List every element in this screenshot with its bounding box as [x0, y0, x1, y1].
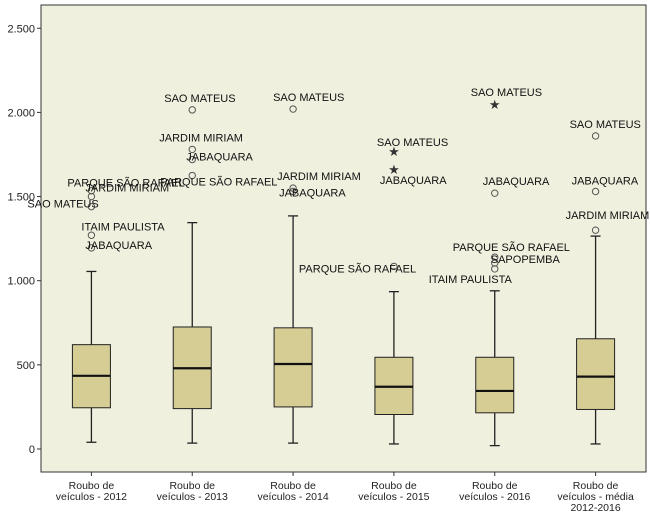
y-tick-label: 0 [29, 444, 35, 456]
outlier-marker [390, 262, 398, 271]
outlier-marker [87, 186, 96, 195]
outlier-label: JABAQUARA [85, 240, 152, 252]
outlier-extreme-marker: ★ [388, 163, 400, 178]
outlier-label: SAO MATEUS [164, 93, 235, 105]
outlier-label: SAO MATEUS [471, 87, 542, 99]
outlier-label: SAO MATEUS [273, 92, 344, 104]
outlier-marker [188, 106, 196, 114]
x-tick-label: Roubo de [169, 480, 215, 492]
box-iqr [576, 338, 616, 410]
outlier-extreme-marker: ★ [489, 98, 501, 113]
x-tick-label: Roubo de [69, 480, 115, 492]
box-2 [273, 215, 313, 444]
outlier-label: JARDIM MIRIAM [159, 132, 243, 144]
outlier-label: JARDIM MIRIAM [85, 183, 169, 195]
outlier-label: JABAQUARA [279, 188, 346, 200]
outlier-marker [289, 105, 297, 113]
box-0 [71, 270, 111, 443]
outlier-marker [87, 244, 96, 252]
x-tick-label: Roubo de [472, 480, 518, 492]
y-axis: 0 500 1.000 1.500 2.000 2.500 [7, 23, 41, 456]
x-tick-label: veículos - 2014 [257, 491, 328, 503]
x-tick-label: Roubo de [371, 480, 417, 492]
outlier-marker [188, 145, 196, 154]
box-4 [475, 290, 515, 447]
x-tick-label: veículos - 2012 [56, 491, 127, 503]
outlier-label: ITAIM PAULISTA [81, 221, 165, 233]
outlier-label: ITAIM PAULISTA [429, 274, 513, 286]
x-tick-label: 2012-2016 [570, 502, 620, 514]
x-tick-label: veículos - 2016 [459, 491, 530, 503]
outlier-label: PARQUE SÃO RAFAEL [299, 262, 416, 275]
box-iqr [475, 356, 515, 414]
outlier-marker [491, 189, 499, 197]
outlier-marker [491, 253, 499, 261]
x-tick-label: Roubo de [270, 480, 316, 492]
box-3 [374, 290, 414, 445]
outlier-label: JABAQUARA [483, 176, 550, 188]
outlier-marker [188, 171, 196, 180]
outlier-marker [491, 259, 499, 267]
outlier-label: SAO MATEUS [27, 199, 98, 211]
outlier-label: JABAQUARA [186, 152, 253, 164]
outlier-marker [188, 155, 196, 164]
outlier-marker [289, 184, 297, 192]
x-tick-label: veículos - 2015 [358, 491, 429, 503]
y-tick-label: 2.500 [7, 23, 35, 35]
x-tick-label: veículos - média [557, 491, 634, 503]
outlier-label: PARQUE SÃO RAFAEL [67, 177, 184, 190]
box-iqr [273, 327, 313, 408]
outlier-marker [87, 202, 96, 211]
outlier-marker [289, 187, 297, 196]
plot-area [40, 4, 647, 473]
box-1 [172, 221, 212, 444]
x-tick-label: veículos - 2013 [157, 491, 228, 503]
outlier-marker [591, 187, 600, 196]
outlier-marker [87, 231, 96, 239]
box-5 [576, 235, 616, 445]
outlier-label: SAPOPEMBA [491, 254, 561, 266]
outlier-label: JABAQUARA [380, 175, 447, 187]
outlier-marker [591, 226, 600, 234]
outlier-marker [87, 192, 96, 201]
outlier-label: SAO MATEUS [377, 137, 448, 149]
outlier-label: PARQUE SÃO RAFAEL [160, 176, 277, 189]
x-tick-label: Roubo de [573, 480, 619, 492]
y-tick-label: 1.500 [7, 192, 35, 204]
y-tick-label: 1.000 [7, 276, 35, 288]
outlier-marker [591, 132, 600, 140]
box-group [71, 215, 616, 447]
y-tick-label: 500 [17, 360, 35, 372]
y-tick-label: 2.000 [7, 107, 35, 119]
outlier-marker [491, 265, 499, 273]
outlier-label: JARDIM MIRIAM [566, 210, 650, 222]
outlier-label: SAO MATEUS [570, 119, 641, 131]
outlier-label: JABAQUARA [572, 176, 639, 188]
outlier-extreme-marker: ★ [388, 145, 400, 160]
outlier-label: PARQUE SÃO RAFAEL [453, 241, 570, 254]
outlier-label: JARDIM MIRIAM [277, 171, 361, 183]
